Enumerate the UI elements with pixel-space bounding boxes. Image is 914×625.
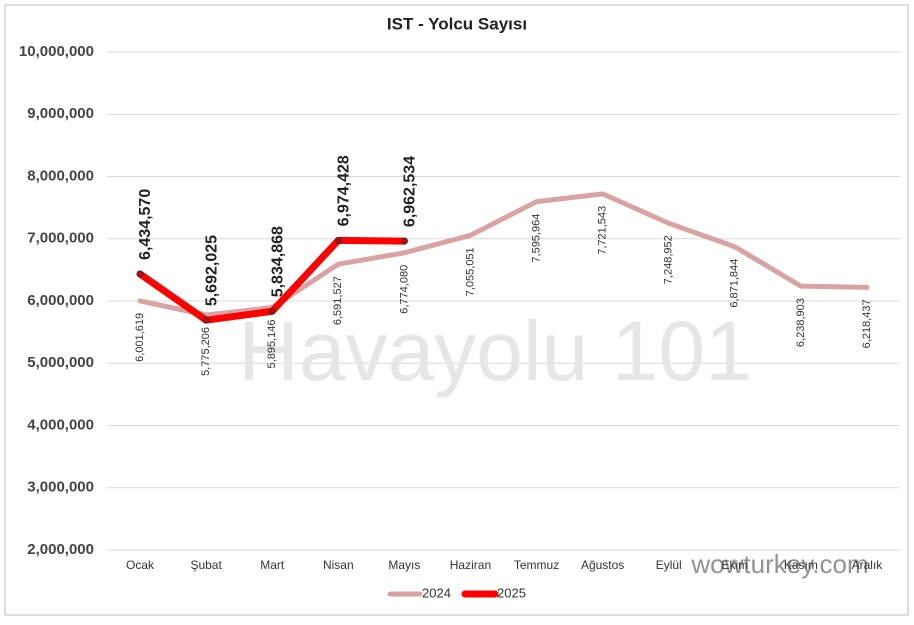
data-label: 6,238,903 — [795, 298, 807, 347]
data-label: 5,834,868 — [269, 226, 286, 297]
data-label: 5,895,146 — [266, 320, 278, 369]
x-tick-label: Haziran — [450, 558, 491, 572]
x-tick-label: Temmuz — [514, 558, 559, 572]
y-tick-label: 10,000,000 — [19, 43, 94, 60]
data-label: 6,774,080 — [398, 265, 410, 314]
data-label: 6,974,428 — [336, 155, 353, 226]
legend-label: 2024 — [422, 585, 451, 600]
legend-label: 2025 — [497, 585, 526, 600]
data-label: 6,218,437 — [861, 299, 873, 348]
data-label: 7,248,952 — [663, 235, 675, 284]
chart-title: IST - Yolcu Sayısı — [387, 14, 527, 33]
data-label: 6,962,534 — [402, 156, 419, 227]
point-marker — [268, 307, 276, 315]
chart-border — [4, 4, 909, 616]
y-tick-label: 4,000,000 — [27, 416, 94, 433]
x-tick-label: Şubat — [190, 558, 222, 572]
data-label: 7,721,543 — [597, 206, 609, 255]
data-label: 6,434,570 — [137, 189, 154, 260]
point-marker — [400, 237, 408, 245]
series-line — [137, 191, 870, 318]
data-label: 5,775,206 — [200, 327, 212, 376]
data-label: 6,871,844 — [729, 259, 741, 308]
point-marker — [136, 270, 144, 278]
y-tick-label: 5,000,000 — [27, 354, 94, 371]
y-tick-label: 2,000,000 — [27, 541, 94, 558]
y-tick-label: 8,000,000 — [27, 167, 94, 184]
point-marker — [202, 316, 210, 324]
data-label: 6,001,619 — [134, 313, 146, 362]
watermark: wowturkey.com — [690, 549, 868, 579]
y-tick-label: 6,000,000 — [27, 292, 94, 309]
point-marker — [334, 236, 342, 244]
y-tick-label: 7,000,000 — [27, 230, 94, 247]
x-tick-label: Kasım — [784, 558, 818, 572]
data-label: 7,595,964 — [530, 214, 542, 263]
data-label: 7,055,051 — [464, 247, 476, 296]
data-label: 5,692,025 — [203, 235, 220, 306]
data-label: 6,591,527 — [332, 276, 344, 325]
x-tick-label: Ekim — [721, 558, 748, 572]
x-tick-label: Mart — [260, 558, 285, 572]
x-tick-label: Aralık — [852, 558, 884, 572]
x-tick-label: Ağustos — [581, 558, 624, 572]
y-tick-label: 9,000,000 — [27, 105, 94, 122]
x-tick-label: Mayıs — [388, 558, 420, 572]
y-tick-label: 3,000,000 — [27, 479, 94, 496]
watermark: Havayolu 101 — [238, 304, 752, 398]
x-tick-label: Nisan — [323, 558, 354, 572]
x-tick-label: Eylül — [656, 558, 682, 572]
x-tick-label: Ocak — [126, 558, 155, 572]
